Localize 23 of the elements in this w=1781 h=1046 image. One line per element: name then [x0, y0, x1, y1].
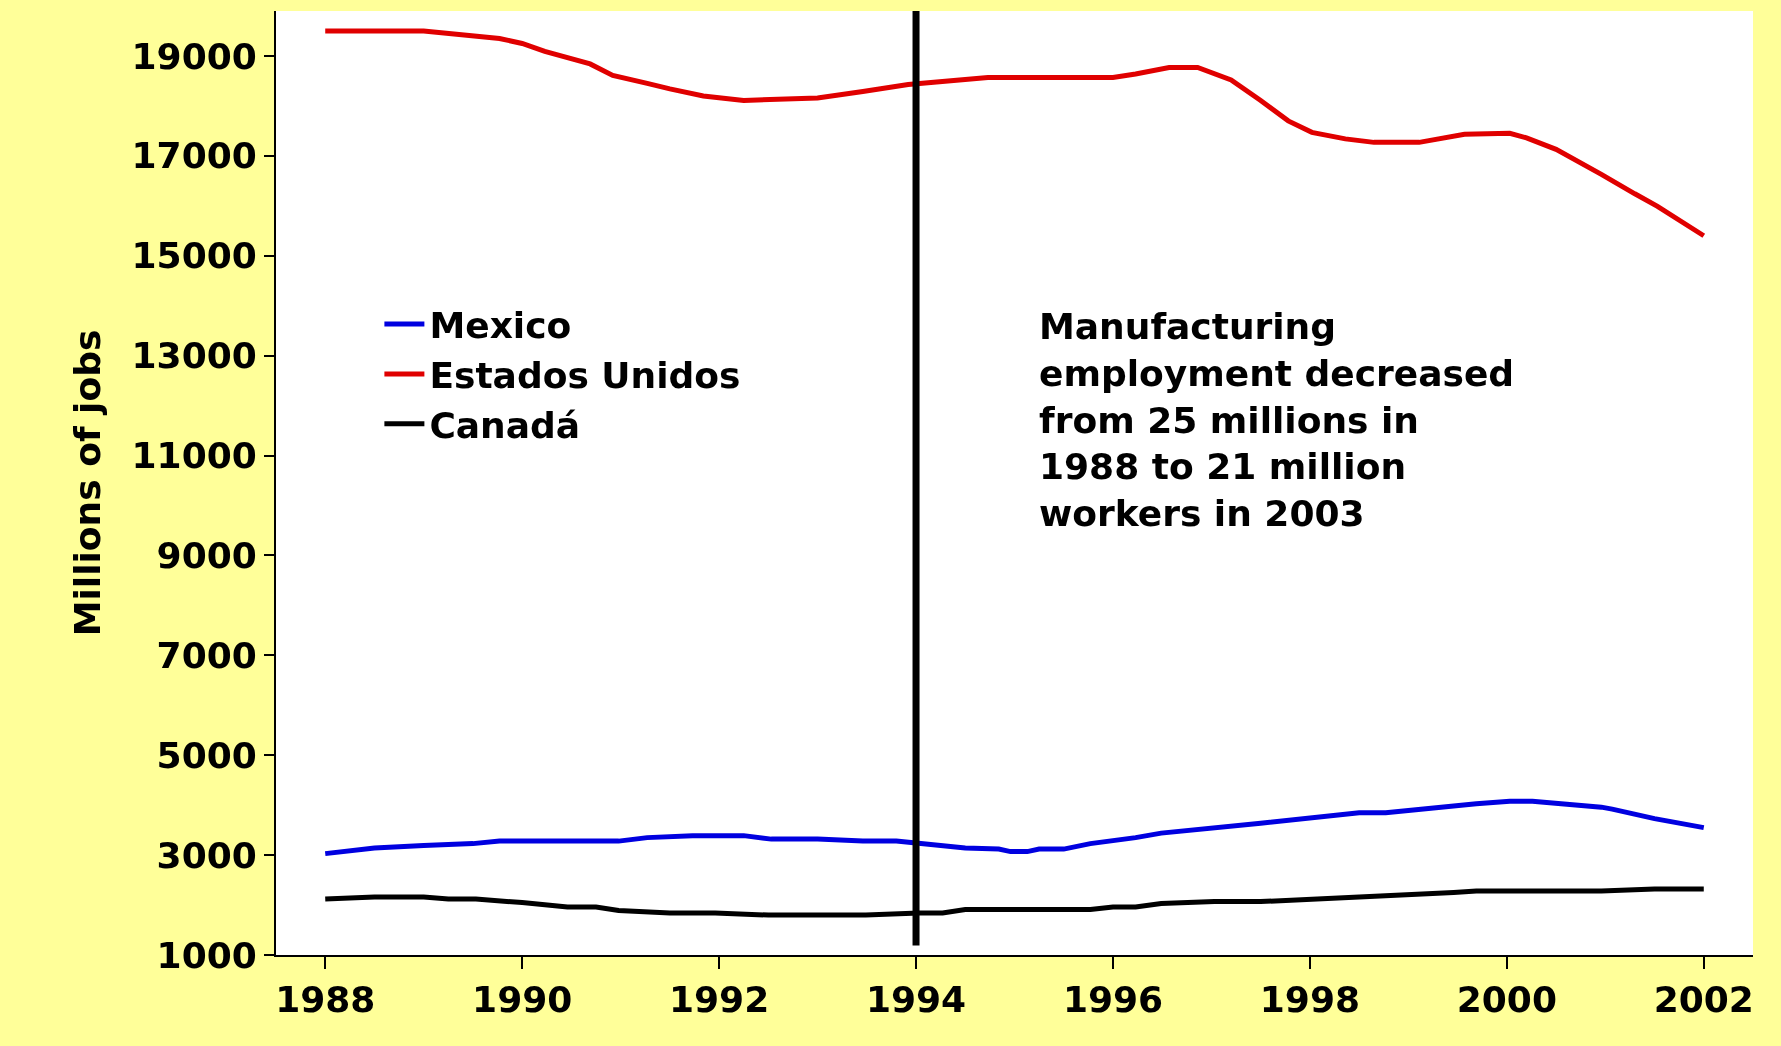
x-tick-label: 2000 [1456, 979, 1557, 1021]
legend-label: Mexico [429, 305, 572, 347]
y-axis-title: Millions of jobs [66, 329, 108, 637]
x-tick-label: 1988 [275, 979, 376, 1021]
y-tick-label: 1000 [156, 934, 257, 976]
x-tick-label: 1990 [472, 979, 573, 1021]
y-tick-label: 7000 [156, 634, 257, 676]
x-tick-label: 1994 [865, 979, 967, 1021]
y-tick-label: 11000 [131, 435, 257, 477]
x-tick-label: 1998 [1259, 979, 1360, 1021]
annotation: Manufacturing employment decreased from 25 millions in 1988 to 21 million workers in 2003 [1039, 306, 1515, 535]
y-tick-label: 13000 [131, 335, 257, 377]
x-tick-label: 2002 [1653, 979, 1754, 1021]
y-tick-label: 19000 [131, 35, 257, 77]
legend-label: Canadá [429, 404, 581, 446]
y-tick-label: 17000 [131, 135, 257, 177]
y-tick-label: 5000 [156, 734, 257, 776]
x-tick-label: 1992 [669, 979, 770, 1021]
x-tick-label: 1996 [1062, 979, 1164, 1021]
legend-label: Estados Unidos [429, 354, 741, 396]
y-tick-label: 15000 [131, 235, 257, 277]
y-tick-label: 9000 [156, 535, 257, 577]
y-tick-label: 3000 [156, 834, 257, 876]
